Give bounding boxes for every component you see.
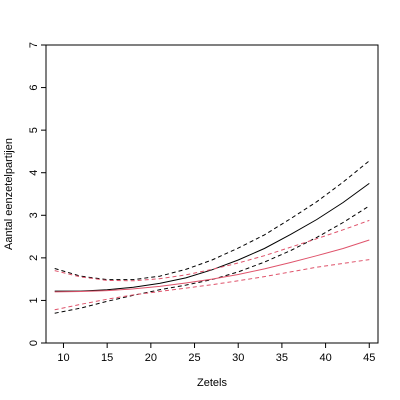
x-axis-label: Zetels <box>197 377 227 389</box>
series-line-6-dashed <box>54 259 370 311</box>
x-tick-label: 25 <box>188 352 200 364</box>
y-tick-label: 4 <box>28 170 40 176</box>
y-tick-label: 3 <box>28 212 40 218</box>
series-layer <box>54 160 370 314</box>
x-tick-label: 40 <box>319 352 331 364</box>
y-tick-label: 5 <box>28 127 40 133</box>
series-line-5-dashed <box>54 219 370 282</box>
y-axis: 0 1 2 3 4 5 6 7 <box>28 42 46 346</box>
y-tick-label: 1 <box>28 297 40 303</box>
x-tick-label: 10 <box>57 352 69 364</box>
series-line-4-solid <box>54 239 370 293</box>
y-tick-label: 0 <box>28 340 40 346</box>
x-tick-label: 20 <box>145 352 157 364</box>
x-axis: 10 15 20 25 30 35 40 45 <box>57 343 375 364</box>
y-axis-label: Aantal eenzetelpartijen <box>3 138 15 250</box>
plot-frame <box>45 44 379 344</box>
x-tick-label: 35 <box>276 352 288 364</box>
x-tick-label: 45 <box>363 352 375 364</box>
series-line-1-solid <box>54 182 370 292</box>
y-tick-label: 2 <box>28 255 40 261</box>
y-tick-label: 7 <box>28 42 40 48</box>
x-tick-label: 30 <box>232 352 244 364</box>
x-tick-label: 15 <box>101 352 113 364</box>
y-tick-label: 6 <box>28 85 40 91</box>
series-line-3-dashed <box>54 205 370 314</box>
series-line-2-dashed <box>54 160 370 281</box>
